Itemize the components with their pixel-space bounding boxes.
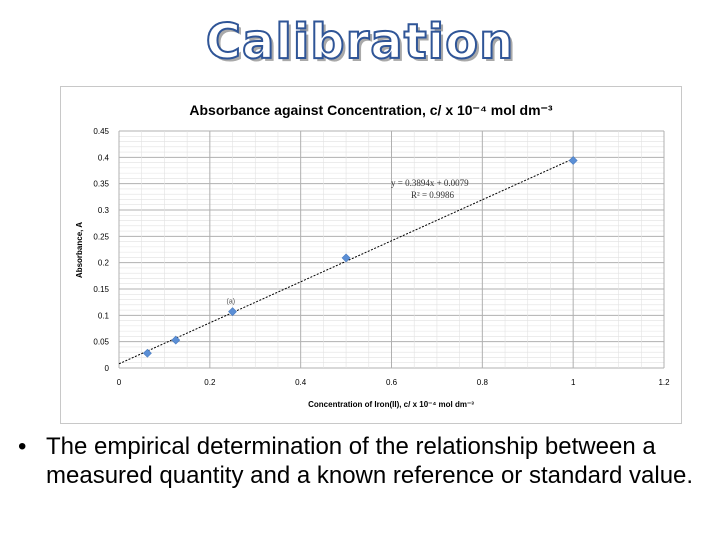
- x-axis-label: Concentration of Iron(II), c/ x 10⁻⁴ mol…: [308, 400, 474, 409]
- data-point: [142, 348, 152, 358]
- axis-ticks: 0 0.05 0.1 0.15 0.2 0.25 0.3 0.35 0.4 0.45 0 0.2 0.4…: [93, 127, 670, 387]
- x-tick-label: 0.2: [204, 378, 216, 387]
- point-annotation: (a): [227, 299, 236, 306]
- x-tick-label: 1: [571, 378, 576, 387]
- x-tick-label: 0: [117, 378, 122, 387]
- bullet-point: • The empirical determination of the rel…: [18, 432, 698, 490]
- x-tick-label: 1.2: [658, 378, 670, 387]
- y-tick-label: 0.15: [93, 285, 109, 294]
- y-tick-label: 0.3: [98, 206, 110, 215]
- y-axis-label: Absorbance, A: [75, 222, 84, 278]
- r-squared-label: R² = 0.9986: [411, 190, 455, 200]
- y-tick-label: 0: [105, 364, 110, 373]
- data-point: [228, 307, 237, 317]
- y-tick-label: 0.35: [93, 180, 109, 189]
- slide-title: Calibration: [205, 13, 515, 71]
- trendline-equation: y = 0.3894x + 0.0079: [391, 178, 469, 188]
- y-tick-label: 0.2: [98, 259, 110, 268]
- bullet-text: The empirical determination of the relat…: [46, 433, 694, 489]
- chart-title: Absorbance against Concentration, c/ x 1…: [189, 102, 553, 118]
- data-point: [568, 156, 578, 165]
- y-tick-label: 0.45: [93, 127, 109, 136]
- gridlines: [118, 130, 665, 369]
- data-points: (a): [142, 156, 578, 358]
- data-point: [171, 335, 181, 345]
- y-tick-label: 0.4: [98, 153, 110, 162]
- y-tick-label: 0.05: [93, 338, 109, 347]
- y-tick-label: 0.1: [98, 311, 110, 320]
- x-tick-label: 0.8: [477, 378, 489, 387]
- x-tick-label: 0.4: [295, 378, 307, 387]
- bullet-symbol: •: [18, 433, 27, 460]
- scatter-chart: Absorbance against Concentration, c/ x 1…: [75, 102, 670, 409]
- x-tick-label: 0.6: [386, 378, 398, 387]
- y-tick-label: 0.25: [93, 232, 109, 241]
- chart-area: Absorbance against Concentration, c/ x 1…: [60, 86, 682, 424]
- data-point: [341, 253, 351, 263]
